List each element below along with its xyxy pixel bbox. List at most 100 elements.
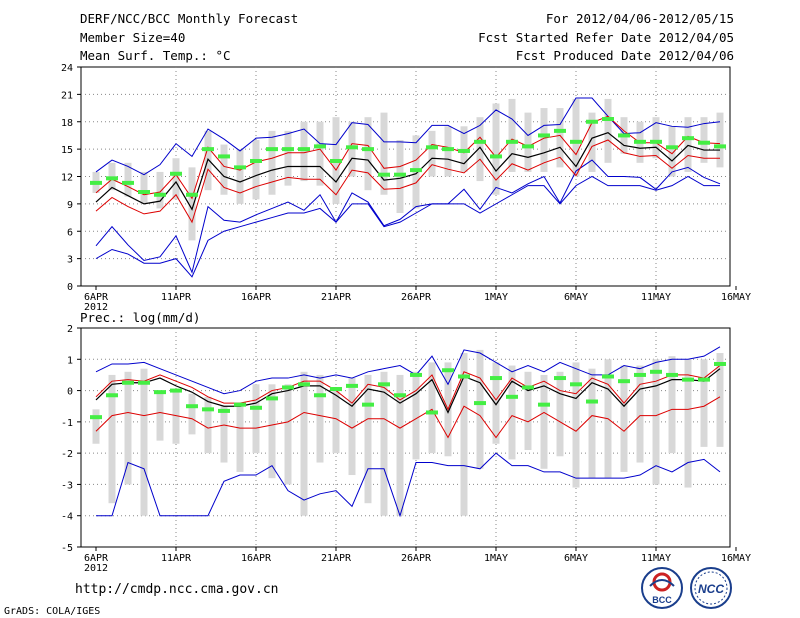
spread-box — [444, 126, 452, 177]
obs-marker — [138, 380, 150, 385]
spread-box — [476, 349, 484, 469]
obs-marker — [714, 361, 726, 366]
obs-marker — [650, 369, 662, 374]
spread-box — [428, 130, 436, 177]
x-tick-label: 11MAY — [641, 553, 671, 564]
y-tick-label: 2 — [67, 324, 73, 335]
obs-marker — [266, 396, 278, 401]
y-tick-label: 18 — [61, 118, 73, 129]
x-tick-label: 6APR — [84, 553, 109, 564]
x-tick-label: 6MAY — [564, 553, 588, 564]
spread-box — [236, 149, 244, 204]
series-p75 — [95, 365, 721, 411]
spread-box — [476, 117, 484, 182]
spread-box — [172, 390, 180, 444]
spread-box — [428, 362, 436, 454]
y-tick-label: -3 — [61, 480, 73, 491]
obs-marker — [554, 128, 566, 133]
spread-box — [412, 371, 420, 460]
obs-marker — [458, 148, 470, 153]
series-p90 — [95, 97, 721, 176]
obs-marker — [506, 139, 518, 144]
obs-marker — [586, 399, 598, 404]
y-tick-label: -5 — [61, 543, 73, 554]
obs-marker — [586, 119, 598, 124]
spread-box — [668, 126, 676, 177]
obs-marker — [122, 180, 134, 185]
spread-box — [540, 108, 548, 172]
x-tick-label: 16APR — [241, 292, 272, 303]
spread-box — [540, 374, 548, 469]
series-p75 — [95, 115, 721, 200]
obs-marker — [490, 154, 502, 159]
spread-box — [524, 371, 532, 451]
fcst-start-date: Fcst Started Refer Date 2012/04/05 — [478, 30, 734, 45]
x-tick-label: 1MAY — [484, 292, 508, 303]
forecast-period: For 2012/04/06-2012/05/15 — [545, 11, 734, 26]
series-max — [95, 346, 721, 395]
obs-marker — [698, 377, 710, 382]
website-url[interactable]: http://cmdp.ncc.cma.gov.cn — [75, 582, 279, 597]
spread-box — [508, 365, 516, 460]
obs-marker — [602, 374, 614, 379]
obs-marker — [234, 165, 246, 170]
y-tick-label: 24 — [61, 63, 73, 74]
panel-0: 0 3 6 9 12 15 18 21 24 6APR 11APR 16APR 21APR 26APR 1M… — [61, 63, 751, 313]
spread-box — [252, 140, 260, 200]
obs-marker — [250, 405, 262, 410]
obs-marker — [410, 372, 422, 377]
spread-box — [140, 368, 148, 516]
spread-box — [588, 112, 596, 172]
spread-box — [332, 387, 340, 454]
x-tick-label: 21APR — [321, 292, 352, 303]
spread-box — [300, 371, 308, 516]
obs-marker — [426, 145, 438, 150]
obs-marker — [346, 145, 358, 150]
obs-marker — [394, 172, 406, 177]
spread-box — [508, 98, 516, 172]
spread-box — [204, 396, 212, 454]
spread-box — [300, 121, 308, 182]
spread-box — [700, 117, 708, 163]
panel-title: Prec.: log(mm/d) — [80, 310, 200, 325]
x-tick-label: 26APR — [401, 553, 432, 564]
series-min — [96, 452, 721, 518]
y-tick-label: 12 — [61, 173, 73, 184]
obs-marker — [666, 372, 678, 377]
spread-box — [140, 171, 148, 204]
y-tick-label: 15 — [61, 145, 73, 156]
chart-title: DERF/NCC/BCC Monthly Forecast — [80, 11, 299, 26]
spread-box — [236, 403, 244, 472]
obs-marker — [282, 147, 294, 152]
spread-box — [572, 98, 580, 177]
spread-box — [684, 359, 692, 488]
spread-box — [604, 98, 612, 163]
spread-box — [492, 362, 500, 444]
obs-marker — [522, 385, 534, 390]
obs-marker — [522, 144, 534, 149]
obs-marker — [506, 394, 518, 399]
obs-marker — [602, 117, 614, 122]
x-tick-label: 11APR — [161, 553, 192, 564]
y-tick-label: 0 — [67, 387, 73, 398]
series-median — [95, 132, 720, 211]
obs-marker — [682, 377, 694, 382]
obs-marker — [650, 139, 662, 144]
spread-box — [316, 374, 324, 463]
obs-marker — [666, 145, 678, 150]
y-tick-label: -2 — [61, 449, 73, 460]
spread-box — [636, 365, 644, 463]
spread-box — [396, 374, 404, 516]
spread-box — [268, 130, 276, 195]
obs-marker — [378, 382, 390, 387]
obs-marker — [154, 390, 166, 395]
obs-marker — [186, 192, 198, 197]
y-tick-label: 3 — [67, 255, 73, 266]
obs-marker — [570, 139, 582, 144]
obs-marker — [314, 393, 326, 398]
spread-box — [652, 117, 660, 159]
y-tick-label: 21 — [61, 90, 73, 101]
spread-box — [492, 103, 500, 195]
obs-marker — [250, 158, 262, 163]
obs-marker — [266, 147, 278, 152]
